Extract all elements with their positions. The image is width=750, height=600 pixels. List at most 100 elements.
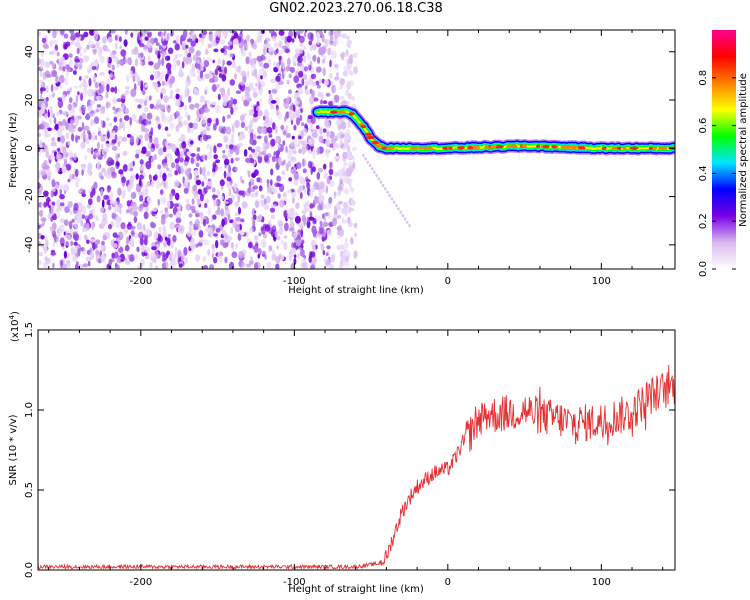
spectrogram-noise-blob	[143, 246, 148, 254]
spectrogram-noise-blob	[127, 254, 131, 259]
spectrogram-noise-blob	[181, 141, 187, 149]
spectrogram-noise-blob	[42, 71, 47, 80]
spectrogram-noise-blob	[276, 175, 282, 182]
spectrogram-noise-blob	[190, 228, 197, 237]
spectrogram-noise-blob	[124, 244, 130, 252]
spectrogram-noise-blob	[275, 263, 280, 269]
spectrogram-noise-blob	[72, 231, 77, 235]
spectrogram-noise-blob	[169, 155, 173, 163]
spectrogram-noise-blob	[92, 73, 96, 81]
spectrogram-noise-blob	[339, 178, 343, 185]
spectrogram-noise-blob	[104, 217, 109, 225]
spectrogram-noise-blob	[240, 114, 245, 122]
spectrogram-noise-blob	[293, 62, 297, 67]
spectrogram-noise-blob	[56, 147, 60, 152]
spectrogram-noise-blob	[217, 58, 222, 65]
spectrogram-noise-blob	[295, 71, 299, 76]
spectrogram-noise-blob	[112, 232, 118, 238]
snr-x-tick-label: 100	[592, 577, 611, 588]
spectrogram-noise-blob	[308, 40, 313, 46]
spectrogram-noise-blob	[232, 125, 235, 134]
spectrogram-noise-blob	[96, 104, 102, 108]
spectrogram-faint-trace-point	[362, 153, 365, 158]
spectrogram-noise-blob	[101, 221, 105, 228]
spectrogram-noise-blob	[204, 89, 207, 96]
spectrogram-signal-peak	[386, 146, 395, 150]
spectrogram-noise-blob	[270, 138, 276, 147]
spectrogram-noise-blob	[138, 135, 143, 140]
spectrogram-noise-blob	[272, 188, 278, 194]
spectrogram-noise-blob	[317, 167, 323, 173]
spectrogram-noise-blob	[166, 200, 171, 209]
spectrogram-noise-blob	[52, 262, 55, 269]
spectrogram-signal-peak	[542, 145, 550, 149]
spectrogram-noise-blob	[43, 190, 49, 197]
spectrogram-noise-blob	[128, 254, 135, 262]
spectrogram-noise-blob	[174, 181, 181, 188]
spectrogram-noise-blob	[218, 125, 224, 133]
spectrogram-noise-blob	[167, 172, 173, 177]
spectrogram-noise-blob	[225, 171, 232, 177]
spectrogram-noise-blob	[213, 233, 218, 237]
spectrogram-noise-blob	[40, 108, 45, 115]
spectrogram-noise-blob	[286, 189, 292, 194]
spectrogram-noise-blob	[288, 109, 294, 119]
spectrogram-noise-blob	[244, 86, 251, 95]
spectrogram-noise-blob	[196, 63, 201, 69]
spectrogram-noise-blob	[346, 150, 353, 160]
spectrogram-noise-blob	[50, 216, 54, 222]
spectrogram-signal-peak	[495, 145, 501, 149]
spectrogram-noise-blob	[120, 104, 126, 113]
spectrogram-noise-blob	[329, 34, 334, 42]
spectrogram-noise-blob	[172, 261, 177, 266]
spectrogram-noise-blob	[244, 125, 249, 132]
spectrogram-faint-trace-point	[390, 197, 394, 201]
spectrogram-noise-blob	[164, 236, 168, 241]
spectrogram-noise-blob	[155, 143, 159, 149]
spectrogram-noise-blob	[325, 138, 331, 147]
spectrogram-noise-blob	[286, 57, 291, 66]
spectrogram-noise-blob	[291, 135, 295, 140]
spectrogram-noise-blob	[110, 191, 114, 199]
spectrogram-noise-blob	[201, 181, 205, 187]
spectrogram-noise-blob	[259, 34, 263, 42]
spectrogram-noise-blob	[70, 118, 74, 126]
spectrogram-noise-blob	[255, 218, 260, 222]
spectrogram-noise-blob	[271, 35, 277, 42]
spectrogram-noise-blob	[226, 100, 233, 109]
spectrogram-noise-blob	[123, 58, 128, 64]
spectrogram-noise-blob	[39, 94, 43, 101]
spectrogram-noise-blob	[54, 125, 59, 130]
spectrogram-noise-blob	[283, 130, 286, 136]
spectrogram-noise-blob	[326, 130, 330, 137]
spectrogram-noise-blob	[316, 125, 320, 130]
spectrogram-noise-blob	[343, 66, 349, 71]
spectrogram-noise-blob	[334, 155, 341, 160]
spectrogram-noise-blob	[63, 184, 70, 193]
spectrogram-noise-blob	[157, 164, 162, 170]
spectrogram-signal-peak	[409, 146, 419, 150]
spectrogram-noise-blob	[184, 90, 188, 97]
spectrogram-noise-blob	[275, 126, 278, 135]
spectrogram-noise-blob	[121, 189, 127, 197]
spectrogram-noise-blob	[142, 188, 148, 197]
spectrogram-faint-trace-point	[379, 180, 383, 184]
spectrogram-noise-blob	[147, 141, 152, 149]
spectrogram-noise-blob	[40, 223, 44, 228]
spectrogram-noise-blob	[40, 217, 47, 222]
spectrogram-noise-blob	[256, 135, 262, 140]
spectrogram-noise-blob	[336, 215, 342, 219]
spectrogram-noise-blob	[204, 154, 208, 161]
spectrogram-noise-blob	[233, 183, 238, 188]
spectrogram-noise-blob	[216, 143, 223, 148]
spectrogram-noise-blob	[65, 234, 71, 241]
spectrogram-noise-blob	[81, 121, 85, 131]
spectrogram-noise-blob	[187, 127, 194, 134]
spectrogram-noise-blob	[280, 254, 285, 261]
spectrogram-noise-blob	[283, 235, 288, 239]
spectrogram-noise-blob	[169, 76, 175, 85]
spectrogram-noise-blob	[303, 188, 307, 195]
spectrogram-noise-blob	[325, 185, 328, 194]
spectrogram-noise-blob	[175, 93, 180, 100]
spectrogram-noise-blob	[144, 206, 150, 212]
